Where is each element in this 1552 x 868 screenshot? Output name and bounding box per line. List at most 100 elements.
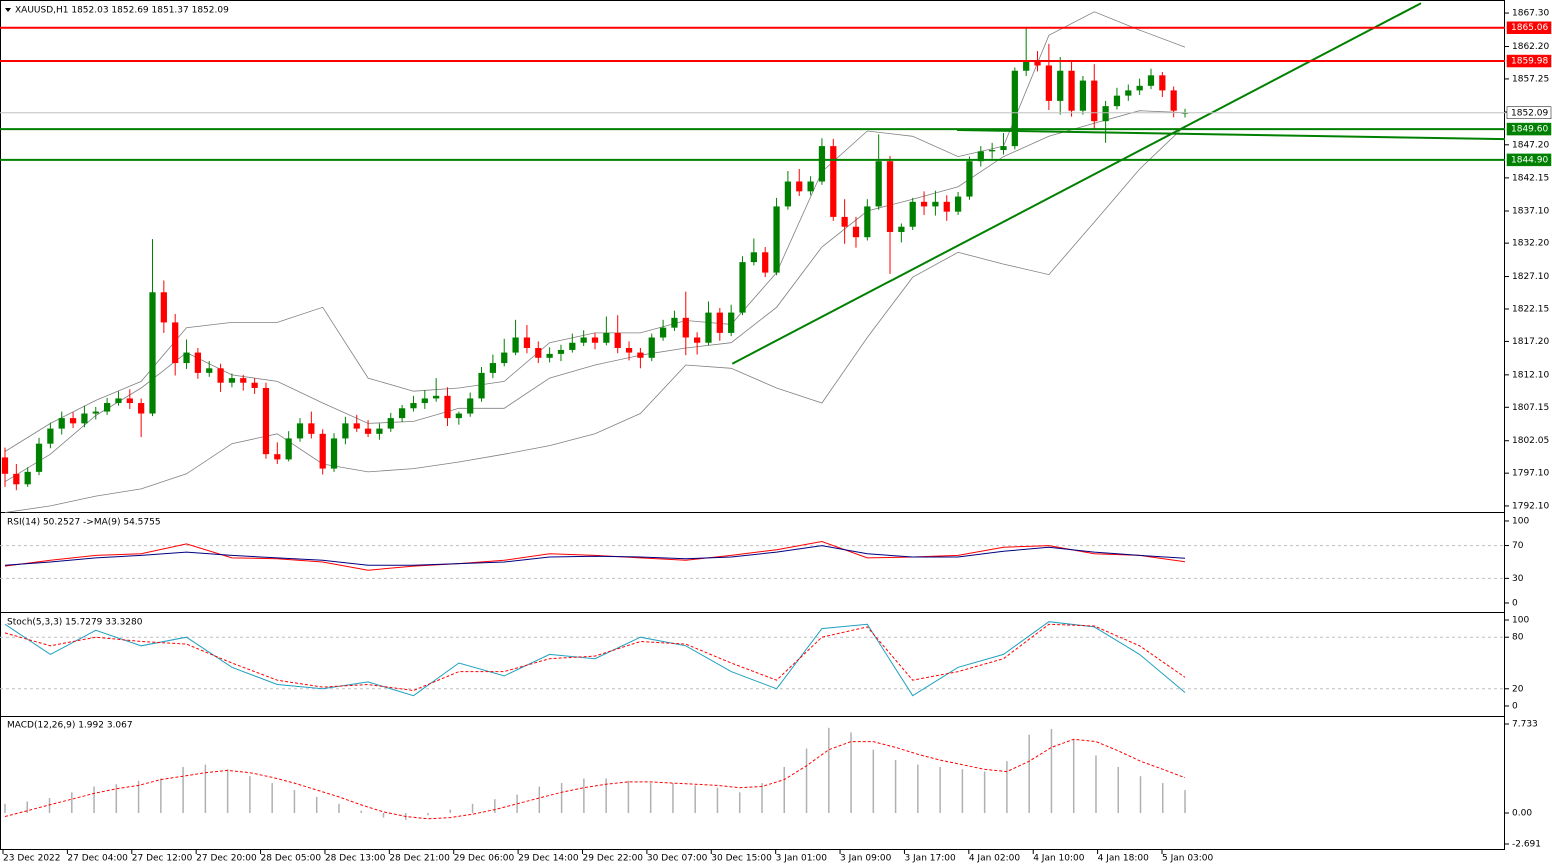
candle-body xyxy=(421,398,428,404)
candle-body xyxy=(126,398,133,404)
candle-body xyxy=(977,151,984,162)
candle-body xyxy=(535,347,542,358)
candle-body xyxy=(183,352,190,364)
candle-body xyxy=(69,418,77,424)
y-tick-label: 1812.10 xyxy=(1512,370,1549,380)
candle-body xyxy=(818,146,826,182)
chart-frame xyxy=(0,0,1505,850)
x-tick-label: 4 Jan 02:00 xyxy=(969,854,1021,864)
y-tick-label: 20 xyxy=(1512,684,1524,694)
y-tick-label: 1817.20 xyxy=(1512,337,1549,347)
candle-body xyxy=(206,368,213,373)
y-tick-label: 1857.25 xyxy=(1512,74,1549,84)
candle-body xyxy=(705,312,712,343)
candle-body xyxy=(138,403,145,414)
candle-body xyxy=(478,372,485,399)
candle-body xyxy=(943,201,950,212)
candle-body xyxy=(569,342,576,350)
candle-body xyxy=(1091,80,1098,122)
y-tick-label: 1792.10 xyxy=(1512,501,1549,511)
candle-body xyxy=(841,216,848,227)
candle-body xyxy=(251,382,258,388)
x-tick-label: 5 Jan 03:00 xyxy=(1162,854,1214,864)
candle-body xyxy=(194,352,202,373)
candle-body xyxy=(546,353,553,358)
candle-body xyxy=(501,352,508,364)
candle-body xyxy=(1,457,9,474)
candle-body xyxy=(115,398,122,404)
y-tick-label: 1862.20 xyxy=(1512,42,1549,52)
candle-body xyxy=(591,337,599,343)
y-tick-label: 100 xyxy=(1512,616,1529,626)
candle-body xyxy=(954,196,962,212)
x-tick-label: 3 Jan 17:00 xyxy=(904,854,956,864)
bollinger-band xyxy=(4,125,1186,513)
candle-body xyxy=(830,146,837,217)
trendline xyxy=(956,129,1506,141)
y-tick-label: 1827.10 xyxy=(1512,272,1549,282)
y-tick-label: 1802.05 xyxy=(1512,436,1549,446)
candle-body xyxy=(852,226,860,238)
candle-body xyxy=(1125,90,1132,96)
candle-body xyxy=(274,454,281,460)
candle-body xyxy=(750,252,757,263)
candle-body xyxy=(796,181,803,192)
candle-body xyxy=(694,337,701,343)
y-tick-label: 0 xyxy=(1512,701,1518,711)
candle-body xyxy=(603,332,610,343)
candle-body xyxy=(330,438,338,469)
candle-body xyxy=(637,352,644,358)
candle-body xyxy=(614,332,621,348)
indicator-title: RSI(14) 50.2527 ->MA(9) 54.5755 xyxy=(7,518,161,528)
candle-body xyxy=(172,322,179,364)
candle-body xyxy=(1000,146,1007,151)
candle-body xyxy=(1068,70,1075,111)
indicator-line xyxy=(4,738,1186,820)
indicator-line xyxy=(4,623,1186,692)
candle-body xyxy=(898,226,905,232)
candle-body xyxy=(920,201,928,207)
candle-body xyxy=(92,411,99,414)
x-tick-label: 29 Dec 22:00 xyxy=(583,854,644,864)
x-tick-label: 29 Dec 06:00 xyxy=(454,854,515,864)
x-tick-label: 27 Dec 20:00 xyxy=(196,854,257,864)
y-tick-label: 1807.15 xyxy=(1512,403,1549,413)
candle-body xyxy=(308,423,315,434)
candle-body xyxy=(671,317,678,328)
candle-body xyxy=(728,312,735,333)
candle-body xyxy=(807,181,814,192)
y-tick-label: 80 xyxy=(1512,633,1524,643)
y-tick-label: 30 xyxy=(1512,574,1524,584)
candle-body xyxy=(149,292,156,414)
candle-body xyxy=(364,428,372,434)
indicator-line xyxy=(4,621,1186,697)
candle-body xyxy=(81,413,88,424)
symbol-menu-arrow[interactable] xyxy=(5,8,11,12)
y-tick-label: 0.00 xyxy=(1512,809,1532,819)
x-tick-label: 28 Dec 21:00 xyxy=(389,854,450,864)
candle-body xyxy=(875,161,882,207)
candle-body xyxy=(625,347,633,353)
x-tick-label: 30 Dec 15:00 xyxy=(711,854,772,864)
y-tick-label: 1837.10 xyxy=(1512,206,1549,216)
y-tick-label: -2.691 xyxy=(1512,839,1541,849)
candle-body xyxy=(773,206,780,273)
x-tick-label: 28 Dec 13:00 xyxy=(325,854,386,864)
indicator-line xyxy=(4,540,1186,571)
candle-body xyxy=(648,337,655,358)
candle-body xyxy=(1011,70,1018,147)
candle-body xyxy=(444,395,451,419)
y-tick-label: 1832.20 xyxy=(1512,239,1549,249)
candle-body xyxy=(353,423,360,429)
x-tick-label: 3 Jan 09:00 xyxy=(840,854,892,864)
x-tick-label: 23 Dec 2022 xyxy=(3,854,61,864)
candle-body xyxy=(35,443,43,472)
candle-body xyxy=(103,403,111,412)
candle-body xyxy=(285,438,292,460)
candle-body xyxy=(387,418,394,429)
y-tick-label: 0 xyxy=(1512,598,1518,608)
y-tick-label: 1822.15 xyxy=(1512,304,1549,314)
y-tick-label: 70 xyxy=(1512,541,1524,551)
bollinger-band xyxy=(4,110,1186,483)
